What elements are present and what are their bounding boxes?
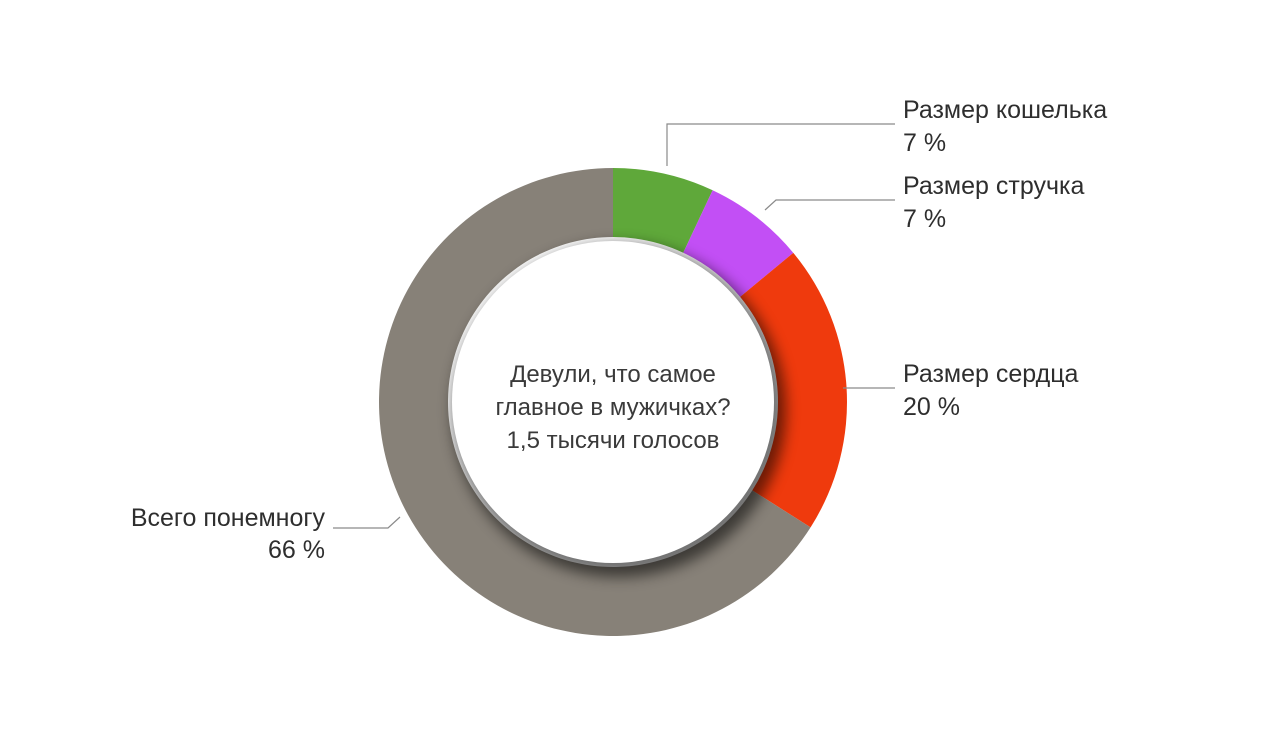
slice-label-everything: Всего понемногу [131,504,326,532]
slice-pod [683,190,794,297]
center-title-line-2: главное в мужичках? [495,394,730,421]
slice-value-pod: 7 % [903,205,946,233]
leader-line-wallet [666,123,895,166]
leader-line-everything [333,516,401,529]
center-title-line-1: Девули, что самое [510,361,716,388]
slice-heart [740,252,847,528]
leader-line-pod [764,199,895,211]
slice-everything [379,168,811,636]
slice-label-heart: Размер сердца [903,360,1079,388]
center-subtitle: 1,5 тысячи голосов [507,427,720,454]
donut-slices [379,168,847,636]
donut-hole-fill [452,241,774,563]
slice-label-wallet: Размер кошелька [903,96,1107,124]
slice-label-pod: Размер стручка [903,172,1084,200]
slice-value-wallet: 7 % [903,129,946,157]
slice-value-everything: 66 % [268,536,325,564]
slice-value-heart: 20 % [903,393,960,421]
slice-wallet [613,168,713,253]
center-caption: Девули, что самое главное в мужичках? 1,… [495,361,730,454]
leader-lines [333,123,895,529]
slice-labels: Размер кошелька 7 % Размер стручка 7 % Р… [131,96,1107,564]
donut-hole [452,241,786,577]
